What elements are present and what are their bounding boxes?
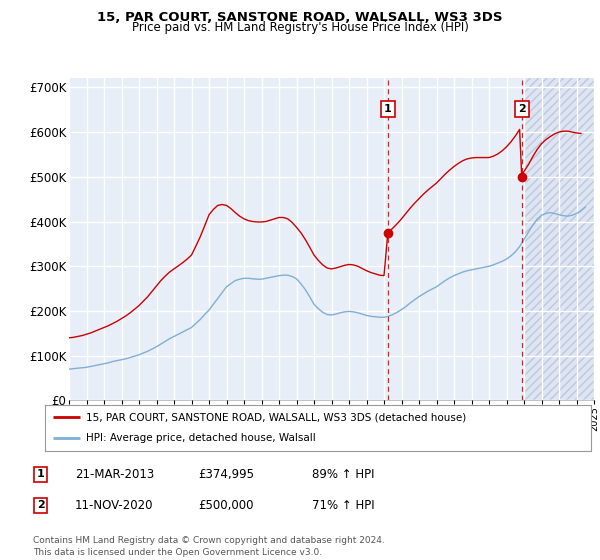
Text: 89% ↑ HPI: 89% ↑ HPI <box>312 468 374 481</box>
Text: 15, PAR COURT, SANSTONE ROAD, WALSALL, WS3 3DS: 15, PAR COURT, SANSTONE ROAD, WALSALL, W… <box>97 11 503 24</box>
Text: £374,995: £374,995 <box>198 468 254 481</box>
Text: 71% ↑ HPI: 71% ↑ HPI <box>312 498 374 512</box>
Text: 11-NOV-2020: 11-NOV-2020 <box>75 498 154 512</box>
Text: Price paid vs. HM Land Registry's House Price Index (HPI): Price paid vs. HM Land Registry's House … <box>131 21 469 34</box>
Text: 1: 1 <box>384 104 392 114</box>
Text: 1: 1 <box>37 469 44 479</box>
Bar <box>524 78 594 400</box>
Text: HPI: Average price, detached house, Walsall: HPI: Average price, detached house, Wals… <box>86 433 316 444</box>
Text: 2: 2 <box>518 104 526 114</box>
Text: £500,000: £500,000 <box>198 498 254 512</box>
Text: Contains HM Land Registry data © Crown copyright and database right 2024.
This d: Contains HM Land Registry data © Crown c… <box>33 536 385 557</box>
Text: 21-MAR-2013: 21-MAR-2013 <box>75 468 154 481</box>
Text: 15, PAR COURT, SANSTONE ROAD, WALSALL, WS3 3DS (detached house): 15, PAR COURT, SANSTONE ROAD, WALSALL, W… <box>86 412 466 422</box>
Text: 2: 2 <box>37 500 44 510</box>
